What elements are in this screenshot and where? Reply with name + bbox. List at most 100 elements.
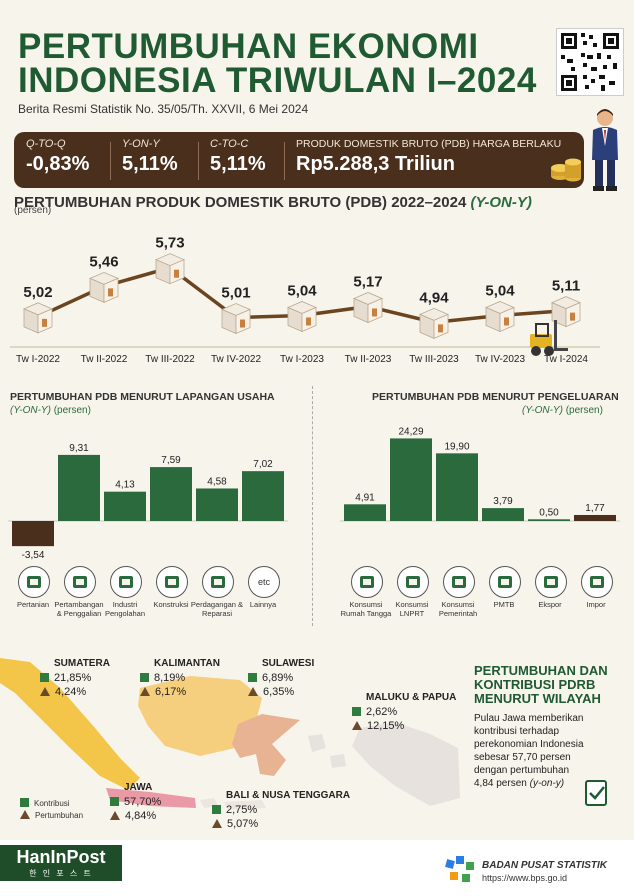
- map-papua: [352, 722, 460, 806]
- region-pertumbuhan: 4,84%: [110, 810, 156, 822]
- bps-url-link[interactable]: https://www.bps.go.id: [482, 873, 568, 883]
- bar: [12, 521, 54, 547]
- bar: [58, 454, 100, 521]
- region-description: Pulau Jawa memberikan kontribusi terhada…: [474, 712, 584, 790]
- region-kontribusi: 2,75%: [212, 804, 257, 816]
- legend-triangle-icon: [20, 810, 30, 819]
- bar-value-label: 0,50: [539, 507, 559, 518]
- truck-icon: [156, 566, 188, 598]
- bar-value-label: 4,13: [115, 480, 135, 491]
- crane-icon: [489, 566, 521, 598]
- region-kontribusi: 8,19%: [140, 672, 185, 684]
- stat-pdb-label: PRODUK DOMESTIK BRUTO (PDB) HARGA BERLAK…: [296, 138, 562, 150]
- region-pertumbuhan: 6,35%: [248, 686, 294, 698]
- x-tick-label: Tw III-2023: [409, 354, 459, 365]
- data-label: 5,04: [287, 282, 317, 299]
- region-desc-line: perekonomian Indonesia: [474, 739, 584, 750]
- region-section-title: PERTUMBUHAN DAN KONTRIBUSI PDRB MENURUT …: [474, 664, 608, 706]
- category-label: Konstruksi: [153, 600, 189, 609]
- legend-pertumbuhan-label: Pertumbuhan: [35, 811, 84, 820]
- pengeluaran-title: PERTUMBUHAN PDB MENURUT PENGELUARAN: [372, 391, 619, 403]
- factory-icon: [110, 566, 142, 598]
- page-subtitle: Berita Resmi Statistik No. 35/05/Th. XXV…: [18, 102, 309, 116]
- data-point-box: [352, 292, 384, 324]
- x-tick-label: Tw I-2023: [280, 354, 324, 365]
- region-desc-line: 4,84 persen (y-on-y): [474, 777, 584, 790]
- kontribusi-square-icon: [140, 673, 149, 682]
- region-name: JAWA: [124, 782, 153, 793]
- data-point-box: [286, 301, 318, 333]
- data-point-box: [22, 302, 54, 334]
- ship-icon: [535, 566, 567, 598]
- legend-square-icon: [20, 798, 29, 807]
- map-kalimantan: [138, 676, 262, 756]
- x-tick-label: Tw II-2023: [345, 354, 392, 365]
- person-icon: [397, 566, 429, 598]
- region-title-line-3: MENURUT WILAYAH: [474, 691, 601, 706]
- data-point-box: [484, 301, 516, 333]
- region-desc-line: Pulau Jawa memberikan: [474, 713, 584, 724]
- category-label: Pertanian: [16, 600, 50, 609]
- x-tick-label: Tw III-2022: [145, 354, 195, 365]
- x-tick-label: Tw II-2022: [81, 354, 128, 365]
- summary-stat-bar: Q-TO-Q -0,83% Y-ON-Y 5,11% C-TO-C 5,11% …: [14, 132, 584, 188]
- bar: [242, 471, 284, 521]
- bar: [196, 488, 238, 521]
- government-icon: [443, 566, 475, 598]
- bar-value-label: 19,90: [444, 441, 469, 452]
- legend-kontribusi: Kontribusi: [20, 798, 70, 808]
- data-label: 5,17: [353, 273, 382, 290]
- line-chart-title-text: PERTUMBUHAN PRODUK DOMESTIK BRUTO (PDB) …: [14, 194, 467, 211]
- bps-logo-icon[interactable]: [444, 852, 478, 886]
- map-sulawesi: [232, 714, 300, 776]
- bar: [482, 508, 524, 521]
- stat-pdb: PRODUK DOMESTIK BRUTO (PDB) HARGA BERLAK…: [296, 138, 561, 176]
- bar-value-label: 7,59: [161, 455, 181, 466]
- data-label: 5,73: [155, 235, 184, 252]
- container-icon: [581, 566, 613, 598]
- data-label: 5,04: [485, 282, 515, 299]
- title-line-1: PERTUMBUHAN EKONOMI: [18, 27, 479, 66]
- data-label: 5,46: [89, 253, 118, 270]
- bar: [150, 467, 192, 521]
- region-kontribusi: 2,62%: [352, 706, 397, 718]
- data-label: 5,01: [221, 285, 250, 302]
- data-point-box: [88, 271, 120, 303]
- lapangan-bar-chart: -3,54 9,31 4,13 7,59 4,58 7,02: [8, 443, 288, 560]
- region-desc-line: kontribusi terhadap: [474, 726, 560, 737]
- stat-qtoq: Q-TO-Q -0,83%: [26, 138, 89, 176]
- data-label: 5,11: [552, 278, 580, 295]
- region-kontribusi: 6,89%: [248, 672, 293, 684]
- bar-value-label: 3,79: [493, 496, 513, 507]
- region-kontribusi: 57,70%: [110, 796, 161, 808]
- map-maluku: [308, 734, 346, 768]
- x-tick-label: Tw I-2024: [544, 354, 588, 365]
- bar-value-label: 24,29: [398, 426, 423, 437]
- line-chart-ylabel: (persen): [14, 205, 52, 216]
- stat-ctoc-label: C-TO-C: [210, 138, 249, 150]
- indonesia-map: [0, 658, 460, 810]
- stat-divider: [198, 142, 199, 180]
- stat-divider: [110, 142, 111, 180]
- hanin-post-logo-text: HanInPost: [16, 847, 106, 867]
- pertumbuhan-triangle-icon: [248, 687, 258, 696]
- kontribusi-square-icon: [212, 805, 221, 814]
- data-point-box: [154, 253, 186, 285]
- bar: [528, 519, 570, 521]
- kontribusi-square-icon: [110, 797, 119, 806]
- region-kontribusi: 21,85%: [40, 672, 91, 684]
- category-label: Pertambangan & Penggalian: [54, 600, 104, 618]
- pertumbuhan-triangle-icon: [140, 687, 150, 696]
- hanin-post-logo[interactable]: HanInPost 한 인 포 스 트: [0, 845, 122, 881]
- data-point-box: [220, 303, 252, 335]
- stat-pdb-value: Rp5.288,3 Triliun: [296, 153, 455, 175]
- category-label: Ekspor: [538, 600, 562, 609]
- kontribusi-square-icon: [248, 673, 257, 682]
- bar: [390, 438, 432, 521]
- region-name: SUMATERA: [54, 658, 110, 669]
- region-name: BALI & NUSA TENGGARA: [226, 790, 351, 801]
- lapangan-title: PERTUMBUHAN PDB MENURUT LAPANGAN USAHA: [10, 391, 275, 403]
- region-desc-line: sebesar 57,70 persen: [474, 752, 571, 763]
- data-point-box: [418, 307, 450, 339]
- qr-code-icon[interactable]: [556, 28, 624, 96]
